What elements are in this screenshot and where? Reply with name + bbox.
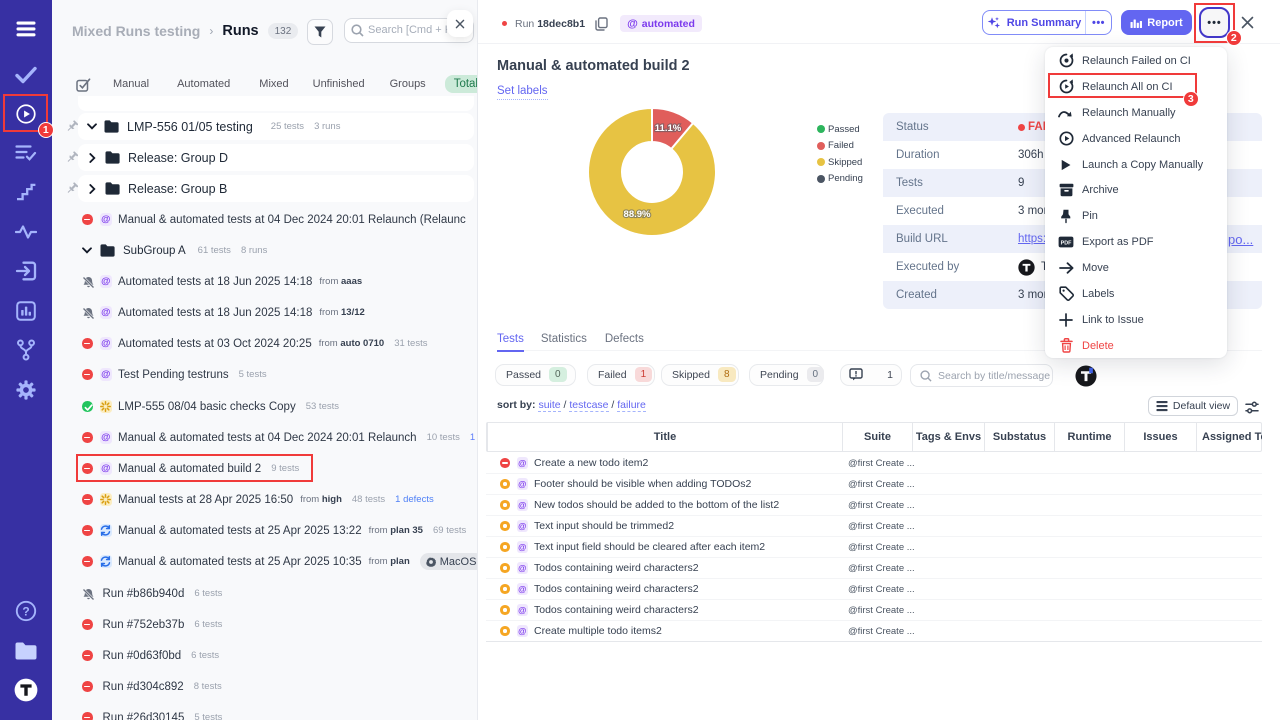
svg-text:88.9%: 88.9% [624,209,651,220]
svg-text:11.1%: 11.1% [655,123,682,134]
svg-text:11.1%: 11.1% [655,123,682,134]
svg-text:?: ? [22,605,29,619]
svg-text:88.9%: 88.9% [624,209,651,220]
svg-text:PDF: PDF [1061,241,1072,247]
